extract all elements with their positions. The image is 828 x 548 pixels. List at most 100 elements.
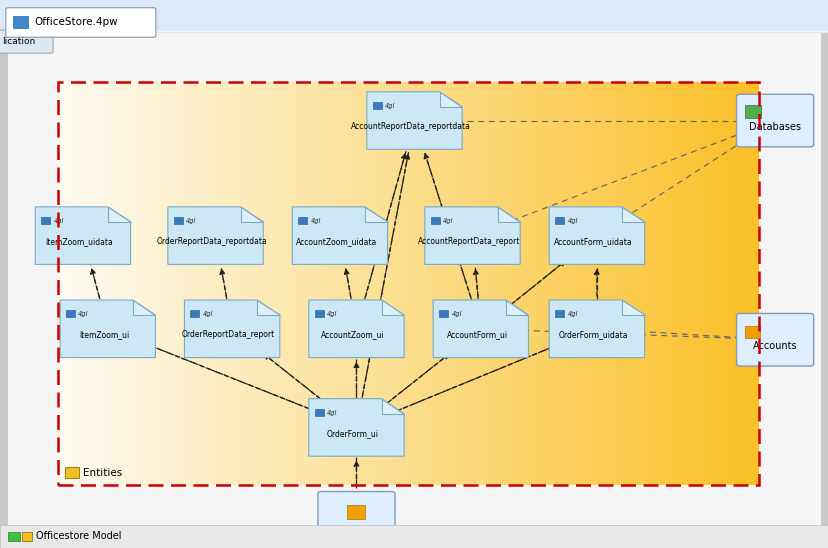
Bar bbox=[460, 82, 467, 485]
Polygon shape bbox=[60, 300, 156, 358]
Bar bbox=[740, 82, 747, 485]
Bar bbox=[495, 82, 502, 485]
Bar bbox=[0, 31, 828, 32]
Text: AccountForm_ui: AccountForm_ui bbox=[446, 330, 508, 339]
Polygon shape bbox=[381, 300, 404, 315]
Bar bbox=[752, 82, 758, 485]
Bar bbox=[0, 32, 828, 33]
Bar bbox=[0, 32, 828, 33]
Text: OrderReportData_reportdata: OrderReportData_reportdata bbox=[156, 237, 267, 246]
Polygon shape bbox=[621, 207, 644, 222]
Bar bbox=[652, 82, 659, 485]
Bar bbox=[58, 82, 758, 485]
Bar bbox=[81, 82, 88, 485]
Bar bbox=[0, 31, 828, 32]
Bar bbox=[233, 82, 239, 485]
Bar bbox=[315, 82, 321, 485]
Bar bbox=[70, 82, 76, 485]
Bar bbox=[75, 82, 82, 485]
Text: AccountZoom_uidata: AccountZoom_uidata bbox=[296, 237, 377, 246]
Bar bbox=[711, 82, 718, 485]
Bar bbox=[41, 217, 51, 224]
Bar bbox=[157, 82, 164, 485]
Bar bbox=[687, 82, 695, 485]
Bar bbox=[560, 82, 566, 485]
Polygon shape bbox=[548, 207, 644, 265]
Bar bbox=[122, 82, 129, 485]
Bar bbox=[87, 82, 94, 485]
Bar bbox=[320, 82, 327, 485]
Bar bbox=[396, 82, 402, 485]
Bar bbox=[332, 82, 339, 485]
Bar bbox=[744, 105, 761, 118]
Bar bbox=[439, 310, 447, 317]
Polygon shape bbox=[184, 300, 280, 358]
Polygon shape bbox=[439, 92, 462, 107]
Bar bbox=[0, 32, 828, 33]
Bar bbox=[186, 82, 193, 485]
Text: 4gl: 4gl bbox=[186, 218, 196, 224]
Bar bbox=[595, 82, 601, 485]
Bar bbox=[681, 82, 688, 485]
Bar bbox=[577, 82, 584, 485]
Text: 4gl: 4gl bbox=[442, 218, 453, 224]
Text: ItemZoom_uidata: ItemZoom_uidata bbox=[46, 237, 113, 246]
Text: 4gl: 4gl bbox=[203, 311, 213, 317]
Bar bbox=[670, 82, 676, 485]
Bar bbox=[0, 31, 828, 32]
Bar bbox=[227, 82, 233, 485]
Bar bbox=[402, 82, 408, 485]
Bar bbox=[367, 82, 373, 485]
Bar bbox=[384, 82, 391, 485]
Bar bbox=[378, 82, 385, 485]
Bar bbox=[0, 32, 828, 33]
Bar bbox=[554, 217, 563, 224]
Text: AccountReportData_report: AccountReportData_report bbox=[417, 237, 520, 246]
Bar bbox=[315, 409, 323, 416]
Bar bbox=[346, 505, 364, 519]
Bar bbox=[744, 326, 759, 338]
Bar bbox=[338, 82, 344, 485]
Bar bbox=[0, 0, 828, 33]
Bar bbox=[437, 82, 444, 485]
Bar bbox=[700, 82, 706, 485]
Bar bbox=[93, 82, 99, 485]
Bar bbox=[303, 82, 310, 485]
Bar bbox=[297, 82, 304, 485]
Bar bbox=[286, 82, 292, 485]
Bar bbox=[612, 82, 619, 485]
Polygon shape bbox=[167, 207, 263, 265]
Bar bbox=[361, 82, 368, 485]
Bar bbox=[0, 31, 828, 32]
Bar bbox=[0, 31, 828, 32]
Bar bbox=[0, 31, 828, 32]
Bar bbox=[238, 82, 245, 485]
Bar bbox=[618, 82, 624, 485]
Bar bbox=[291, 82, 298, 485]
Text: 4gl: 4gl bbox=[566, 218, 577, 224]
Bar bbox=[658, 82, 665, 485]
Polygon shape bbox=[424, 207, 520, 265]
Polygon shape bbox=[366, 92, 462, 149]
Text: 4gl: 4gl bbox=[310, 218, 320, 224]
Bar bbox=[349, 82, 356, 485]
Text: 4gl: 4gl bbox=[566, 311, 577, 317]
Text: lication: lication bbox=[2, 37, 35, 46]
Bar bbox=[420, 82, 426, 485]
Bar bbox=[414, 82, 421, 485]
Bar bbox=[152, 82, 158, 485]
Bar bbox=[174, 217, 183, 224]
Bar bbox=[309, 82, 315, 485]
Bar bbox=[110, 82, 117, 485]
Bar bbox=[635, 82, 642, 485]
Text: 4gl: 4gl bbox=[450, 311, 461, 317]
Bar bbox=[198, 82, 205, 485]
Bar bbox=[589, 82, 595, 485]
Bar bbox=[64, 82, 70, 485]
Bar bbox=[128, 82, 135, 485]
Bar bbox=[0, 525, 828, 548]
Bar bbox=[647, 82, 653, 485]
Bar bbox=[0, 31, 828, 32]
Bar bbox=[0, 31, 828, 32]
Bar bbox=[175, 82, 181, 485]
